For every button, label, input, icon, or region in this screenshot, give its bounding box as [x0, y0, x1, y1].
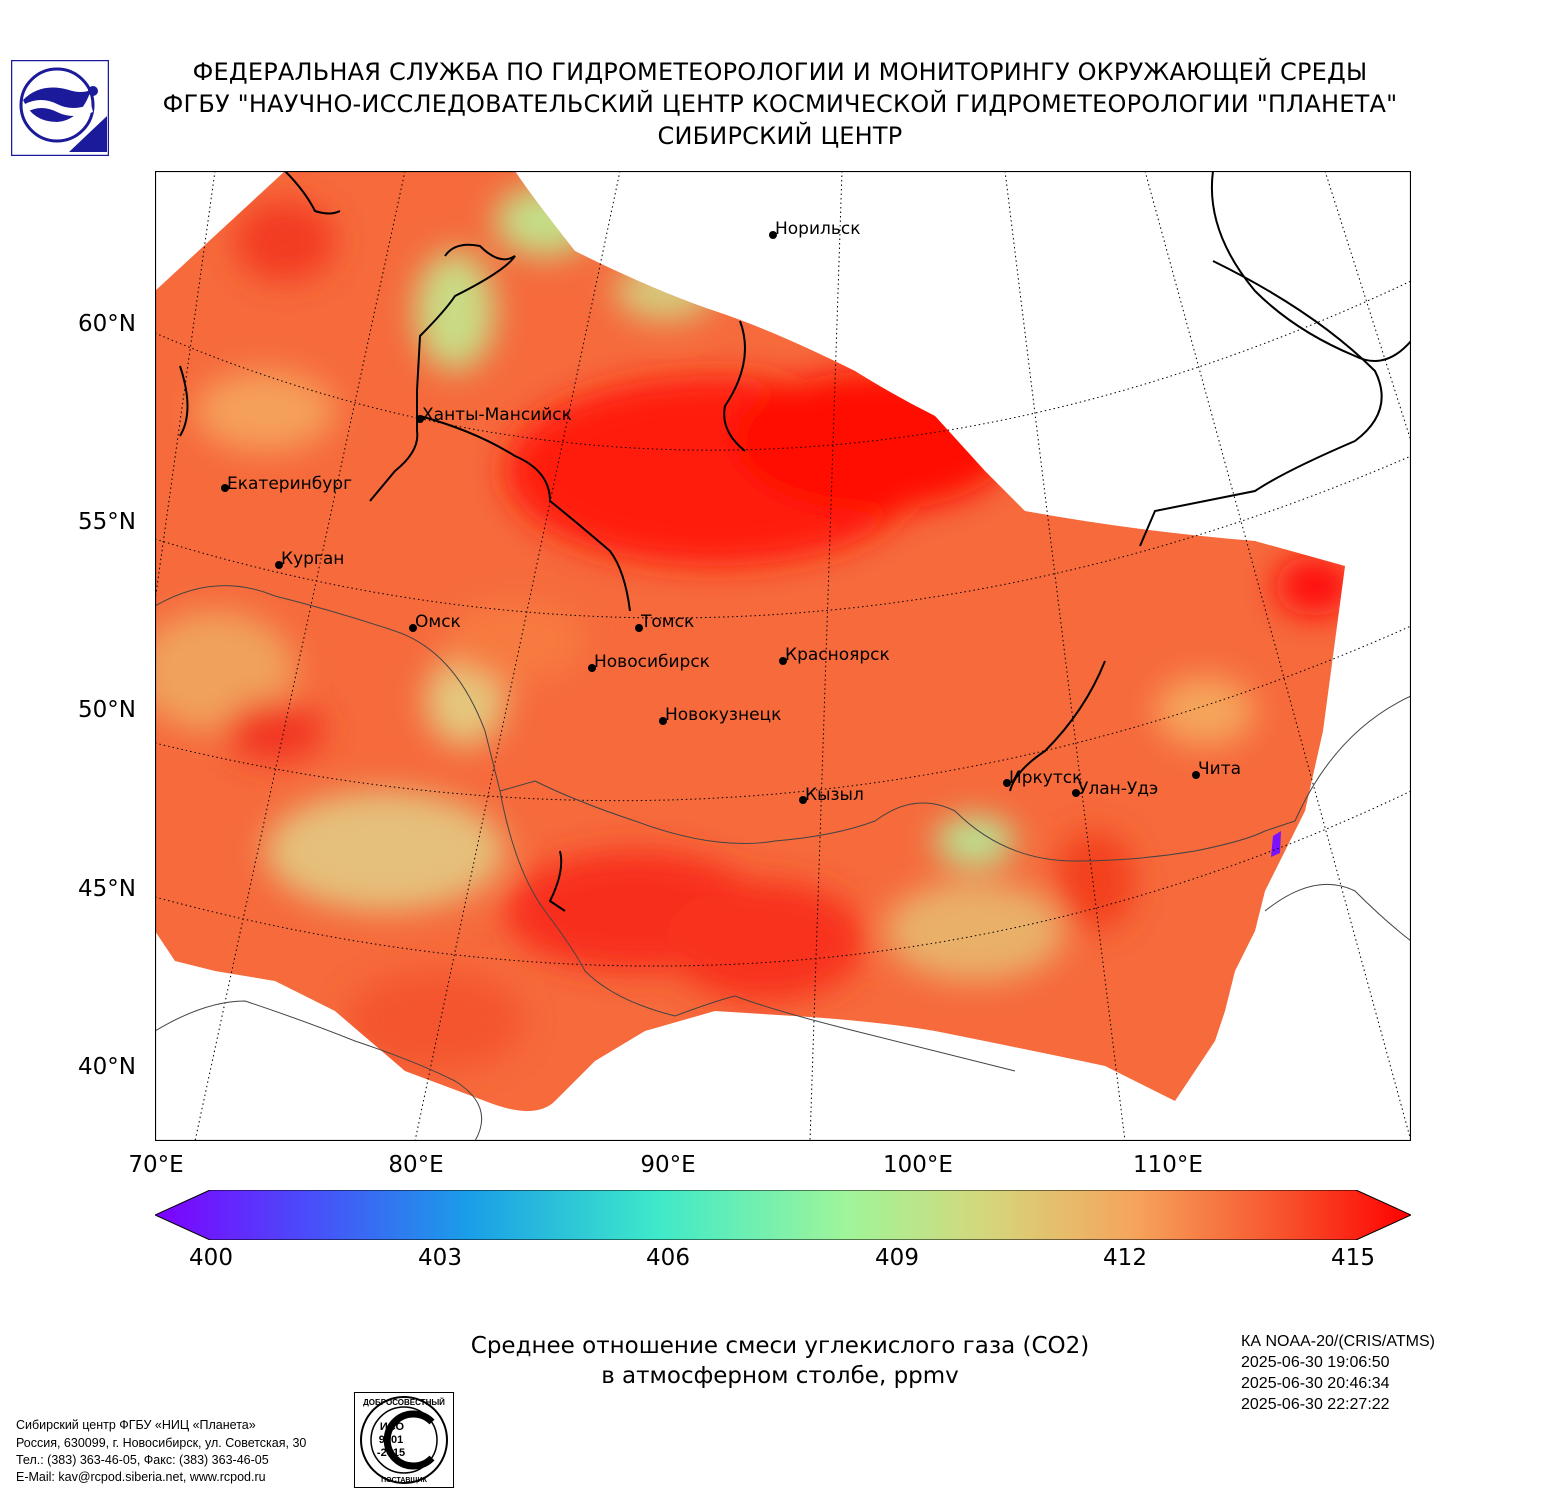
header-institute: ФГБУ "НАУЧНО-ИССЛЕДОВАТЕЛЬСКИЙ ЦЕНТР КОС… — [162, 90, 1398, 118]
pass-time-2: 2025-06-30 20:46:34 — [1241, 1375, 1390, 1392]
colorbar-tick-409: 409 — [875, 1245, 919, 1271]
longitude-label-100: 100°E — [883, 1152, 953, 1178]
iso-certification-badge: ДОБРОСОВЕСТНЫЙ ИСО 9001 -2015 ПОСТАВЩИК — [354, 1392, 454, 1488]
latitude-label-50: 50°N — [78, 697, 136, 723]
longitude-label-80: 80°E — [388, 1152, 444, 1178]
latitude-label-40: 40°N — [78, 1054, 136, 1080]
colorbar — [153, 1189, 1413, 1241]
city-marker-novokuznetsk — [659, 717, 667, 725]
colorbar-tick-403: 403 — [418, 1245, 462, 1271]
footer-address: Россия, 630099, г. Новосибирск, ул. Сове… — [16, 1436, 307, 1450]
badge-bottom-text: ПОСТАВЩИК — [381, 1477, 427, 1484]
longitude-label-90: 90°E — [640, 1152, 696, 1178]
city-label-irkutsk: Иркутск — [1009, 768, 1082, 788]
city-label-novosibirsk: Новосибирск — [594, 652, 710, 672]
city-marker-novosibirsk — [588, 664, 596, 672]
rivers — [179, 171, 1411, 912]
city-label-krasnoyarsk: Красноярск — [785, 645, 890, 665]
city-label-chita: Чита — [1198, 759, 1241, 779]
city-marker-omsk — [409, 624, 417, 632]
latitude-label-45: 45°N — [78, 876, 136, 902]
pass-time-1: 2025-06-30 19:06:50 — [1241, 1354, 1390, 1371]
co2-map: Норильск Ханты-Мансийск Екатеринбург Кур… — [154, 170, 1412, 1142]
badge-iso-label: ИСО — [380, 1421, 405, 1433]
city-marker-kyzyl — [799, 796, 807, 804]
city-marker-krasnoyarsk — [779, 657, 787, 665]
city-label-khanty-mansiysk: Ханты-Мансийск — [422, 405, 572, 425]
city-marker-chita — [1192, 771, 1200, 779]
city-marker-tomsk — [635, 624, 643, 632]
colorbar-tick-406: 406 — [646, 1245, 690, 1271]
footer-organization: Сибирский центр ФГБУ «НИЦ «Планета» — [16, 1418, 256, 1432]
pass-time-3: 2025-06-30 22:27:22 — [1241, 1396, 1390, 1413]
latitude-label-55: 55°N — [78, 509, 136, 535]
city-marker-norilsk — [769, 231, 777, 239]
colorbar-tick-412: 412 — [1103, 1245, 1147, 1271]
city-label-kurgan: Курган — [281, 549, 344, 569]
badge-top-text: ДОБРОСОВЕСТНЫЙ — [363, 1398, 445, 1407]
city-label-omsk: Омск — [415, 612, 461, 632]
city-marker-ulan-ude — [1072, 789, 1080, 797]
city-label-ulan-ude: Улан-Удэ — [1078, 779, 1158, 799]
borders — [155, 585, 1411, 1141]
badge-iso-number: 9001 — [379, 1434, 403, 1446]
longitude-label-110: 110°E — [1133, 1152, 1203, 1178]
city-label-yekaterinburg: Екатеринбург — [227, 474, 352, 494]
latitude-label-60: 60°N — [78, 311, 136, 337]
city-label-tomsk: Томск — [640, 612, 694, 632]
city-marker-khanty-mansiysk — [416, 415, 424, 423]
map-title-line1: Среднее отношение смеси углекислого газа… — [470, 1333, 1090, 1359]
badge-iso-year: -2015 — [377, 1447, 405, 1459]
city-marker-yekaterinburg — [221, 484, 229, 492]
colorbar-tick-415: 415 — [1331, 1245, 1375, 1271]
city-label-kyzyl: Кызыл — [805, 785, 864, 805]
planeta-logo — [10, 59, 110, 157]
longitude-label-70: 70°E — [128, 1152, 184, 1178]
city-markers: Норильск Ханты-Мансийск Екатеринбург Кур… — [221, 219, 1241, 805]
city-label-novokuznetsk: Новокузнецк — [665, 705, 781, 725]
header-agency: ФЕДЕРАЛЬНАЯ СЛУЖБА ПО ГИДРОМЕТЕОРОЛОГИИ … — [192, 58, 1368, 86]
co2-field — [155, 171, 1345, 1111]
city-marker-irkutsk — [1003, 779, 1011, 787]
city-marker-kurgan — [275, 561, 283, 569]
colorbar-tick-400: 400 — [189, 1245, 233, 1271]
city-label-norilsk: Норильск — [775, 219, 861, 239]
map-title-line2: в атмосферном столбе, ppmv — [601, 1363, 959, 1389]
header-center: СИБИРСКИЙ ЦЕНТР — [657, 122, 903, 150]
footer-phone: Тел.: (383) 363-46-05, Факс: (383) 363-4… — [16, 1453, 269, 1467]
footer-email: E-Mail: kav@rcpod.siberia.net, www.rcpod… — [16, 1470, 266, 1484]
satellite-name: КА NOAA-20/(CRIS/ATMS) — [1241, 1333, 1435, 1350]
